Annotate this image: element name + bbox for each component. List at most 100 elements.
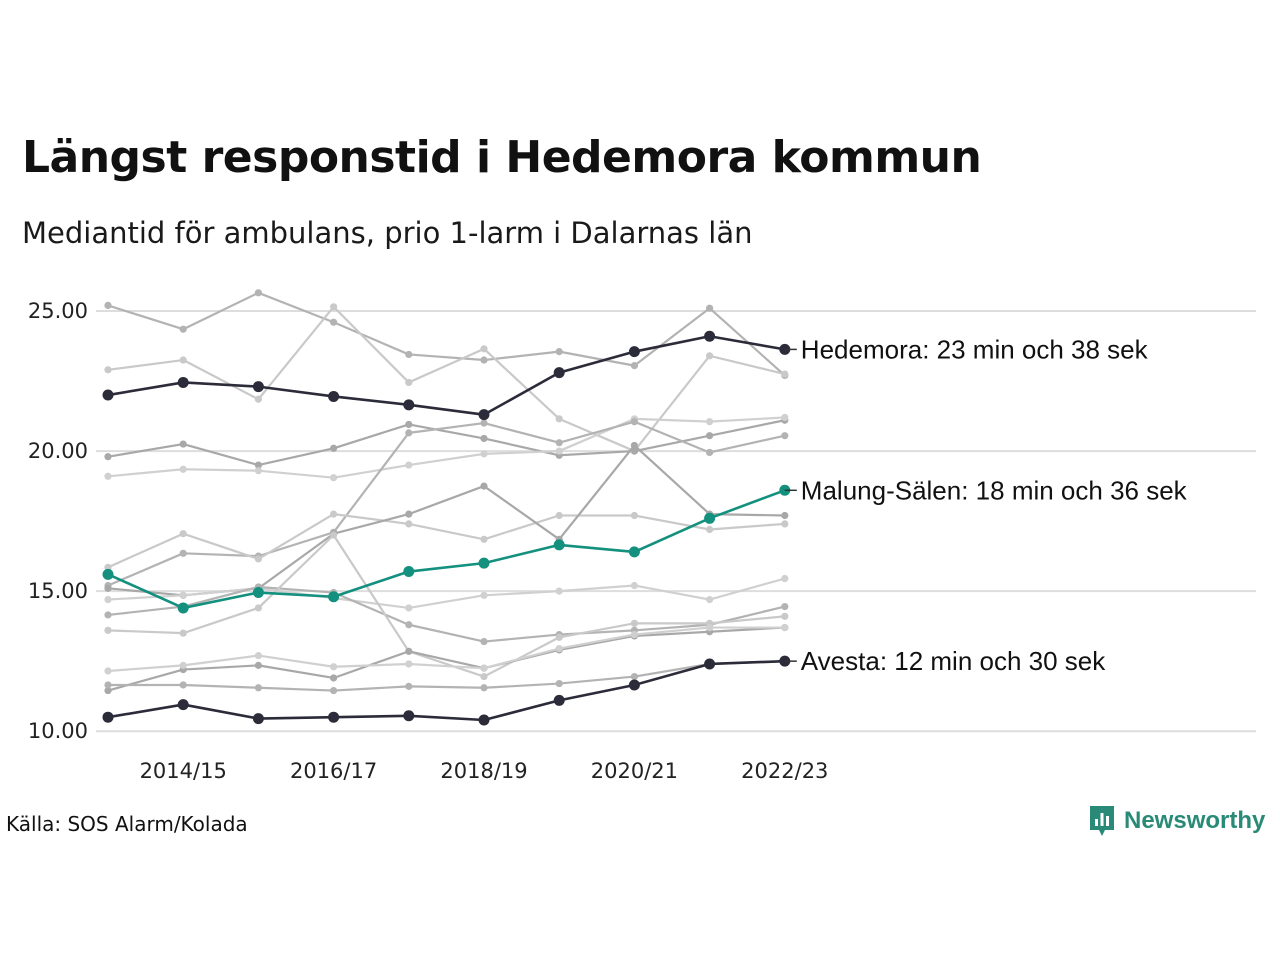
line-chart: 10.00 15.00 20.00 25.00 2014/15 2016/17 2018/… <box>28 289 1256 783</box>
background-series-line <box>104 413 789 482</box>
data-point <box>179 530 187 538</box>
series-line <box>107 585 786 643</box>
background-series-line <box>104 441 789 599</box>
x-tick-label: 2016/17 <box>290 759 377 783</box>
data-point <box>104 563 112 571</box>
data-point <box>706 595 714 604</box>
data-point <box>179 591 187 599</box>
data-point <box>480 482 488 490</box>
data-point <box>179 356 187 364</box>
data-point <box>254 555 262 563</box>
data-point <box>405 660 413 668</box>
data-point <box>630 630 639 639</box>
data-point <box>104 626 112 634</box>
data-point <box>630 511 639 520</box>
background-series-line <box>104 418 789 590</box>
series-line <box>108 660 785 692</box>
data-point <box>630 672 639 681</box>
data-point <box>704 658 716 670</box>
data-point <box>781 574 789 583</box>
data-point <box>480 591 488 599</box>
data-point <box>478 714 490 726</box>
data-point <box>104 611 112 619</box>
data-point <box>254 604 262 612</box>
series-line <box>107 444 785 597</box>
series-line <box>107 416 785 479</box>
data-point <box>628 546 640 558</box>
data-point <box>104 667 112 675</box>
background-series <box>104 289 789 695</box>
data-point <box>328 711 340 723</box>
series-avesta: Avesta: 12 min och 30 sek <box>102 646 1106 726</box>
series-line <box>107 419 786 467</box>
data-point <box>330 686 338 695</box>
data-point <box>781 370 789 378</box>
data-point <box>104 453 112 461</box>
series-line <box>107 291 786 377</box>
data-point <box>706 525 714 534</box>
data-point <box>480 684 488 692</box>
data-point <box>480 535 488 543</box>
data-point <box>403 399 415 411</box>
data-point <box>330 444 338 452</box>
highlighted-series: Hedemora: 23 min och 38 sek Malung-Sälen:… <box>102 330 1188 726</box>
series-hedemora: Hedemora: 23 min och 38 sek <box>102 330 1149 421</box>
data-point <box>254 395 262 403</box>
data-point <box>781 511 789 520</box>
data-point <box>781 612 789 620</box>
chart-title: Längst responstid i Hedemora kommun <box>22 132 982 183</box>
data-point <box>179 325 187 333</box>
data-point <box>630 418 639 426</box>
data-point <box>553 694 565 706</box>
background-series-line <box>104 416 789 469</box>
series-end-label: Malung-Sälen: 18 min och 36 sek <box>801 475 1188 505</box>
brand-logo: Newsworthy <box>1088 804 1265 838</box>
y-tick-label: 25.00 <box>28 299 88 323</box>
data-point <box>781 602 789 611</box>
data-point <box>330 474 338 482</box>
data-point <box>177 602 189 614</box>
data-point <box>478 557 490 569</box>
data-point <box>177 376 189 388</box>
y-axis-tick-labels: 10.00 15.00 20.00 25.00 <box>28 299 88 743</box>
data-point <box>553 367 565 379</box>
data-point <box>706 623 714 632</box>
data-point <box>555 644 563 653</box>
brand-name: Newsworthy <box>1124 807 1266 834</box>
data-point <box>252 587 264 599</box>
background-series-line <box>104 574 789 612</box>
series-malung-s-len: Malung-Sälen: 18 min och 36 sek <box>102 475 1188 614</box>
data-point <box>405 682 413 690</box>
data-point <box>480 434 488 443</box>
data-point <box>405 420 413 429</box>
data-point <box>179 549 187 557</box>
data-point <box>177 699 189 711</box>
x-tick-label: 2014/15 <box>140 759 227 783</box>
data-point <box>328 390 340 402</box>
data-point <box>104 472 112 480</box>
data-point <box>704 330 716 342</box>
data-point <box>330 674 338 682</box>
series-line <box>107 626 785 692</box>
data-point <box>781 432 789 440</box>
data-point <box>405 621 413 629</box>
series-end-label: Avesta: 12 min och 30 sek <box>801 646 1106 676</box>
data-point <box>405 647 413 655</box>
data-point <box>330 531 338 539</box>
data-point <box>403 566 415 578</box>
data-point <box>706 432 714 440</box>
background-series-line <box>104 510 789 571</box>
data-point <box>330 318 338 326</box>
data-point <box>254 289 262 297</box>
data-point <box>781 413 789 422</box>
series-end-label: Hedemora: 23 min och 38 sek <box>801 334 1149 364</box>
series-line <box>107 513 785 569</box>
data-point <box>104 595 112 604</box>
data-point <box>102 568 114 580</box>
data-point <box>706 448 714 457</box>
data-point <box>480 345 488 353</box>
data-point <box>104 301 112 310</box>
data-point <box>781 520 789 528</box>
data-point <box>405 350 413 359</box>
series-line <box>107 489 786 610</box>
